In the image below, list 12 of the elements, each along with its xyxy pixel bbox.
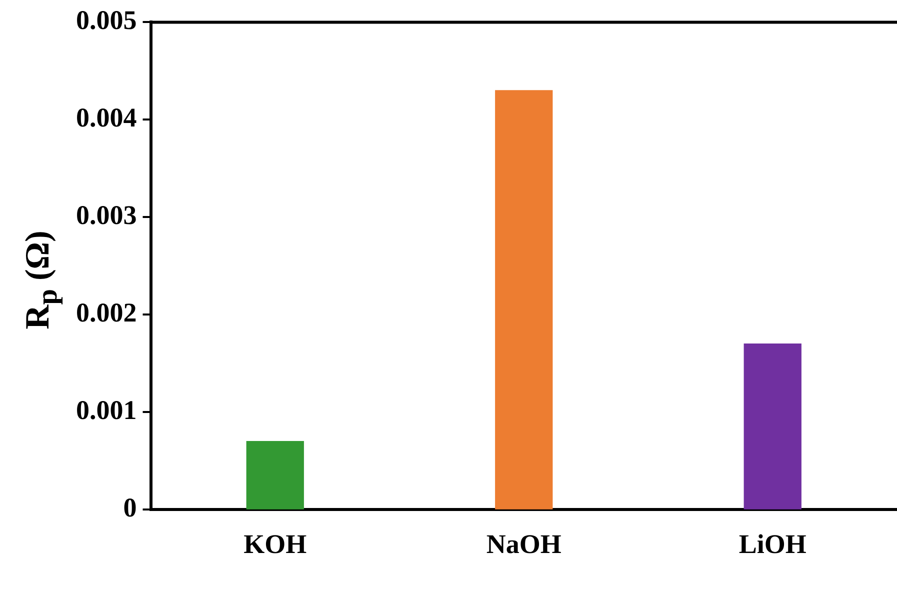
x-tick-label: LiOH [738,528,806,559]
y-tick-label: 0.001 [76,395,137,426]
bar [744,344,802,510]
y-tick-label: 0.005 [76,5,137,36]
y-tick-label: 0.003 [76,200,137,230]
bar [495,90,553,510]
x-tick-label: NaOH [486,528,562,559]
y-tick-label: 0.002 [76,298,137,328]
y-tick-label: 0.004 [76,102,137,133]
y-tick-label: 0 [123,492,137,523]
x-tick-label: KOH [244,528,307,559]
bar [246,441,304,510]
